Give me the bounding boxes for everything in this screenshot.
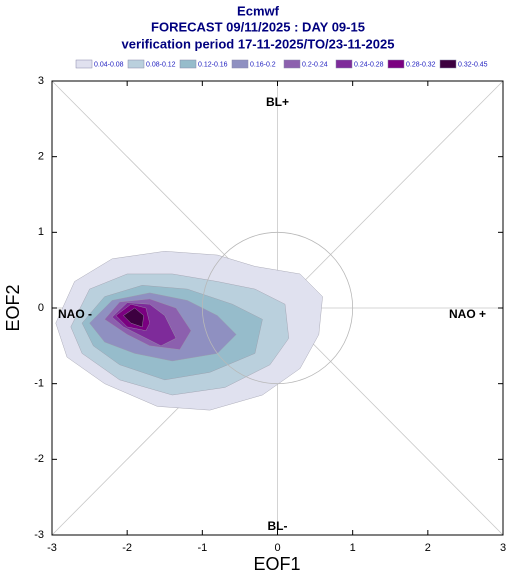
legend-swatch	[75, 59, 93, 69]
legend-label: 0.28-0.32	[406, 61, 436, 68]
legend-swatch	[127, 59, 145, 69]
legend-label: 0.2-0.24	[302, 61, 328, 68]
x-tick-label: -2	[122, 542, 132, 554]
annotation: NAO -	[58, 307, 92, 321]
legend-swatch	[335, 59, 353, 69]
x-tick-label: -1	[197, 542, 207, 554]
x-axis-label: EOF1	[253, 554, 300, 574]
y-tick-label: 0	[38, 302, 44, 314]
x-tick-label: 3	[500, 542, 506, 554]
y-tick-label: -2	[34, 453, 44, 465]
annotation: BL-	[268, 519, 288, 533]
legend-label: 0.32-0.45	[458, 61, 488, 68]
y-tick-label: -3	[34, 529, 44, 541]
annotation: BL+	[266, 95, 289, 109]
x-tick-label: 0	[274, 542, 280, 554]
legend-label: 0.16-0.2	[250, 61, 276, 68]
y-tick-label: -1	[34, 378, 44, 390]
contour-level	[123, 307, 144, 328]
x-tick-label: 1	[350, 542, 356, 554]
chart-subtitle: FORECAST 09/11/2025 : DAY 09-15	[151, 19, 365, 34]
y-tick-label: 2	[38, 151, 44, 163]
legend-swatch	[283, 59, 301, 69]
chart-title: Ecmwf	[237, 3, 280, 18]
y-axis-label: EOF2	[3, 284, 23, 331]
legend-swatch	[179, 59, 197, 69]
unit-circle	[201, 231, 354, 385]
legend-label: 0.24-0.28	[354, 61, 384, 68]
annotation: NAO +	[449, 307, 486, 321]
legend-swatch	[387, 59, 405, 69]
x-tick-label: 2	[425, 542, 431, 554]
x-tick-label: -3	[47, 542, 57, 554]
legend-label: 0.08-0.12	[146, 61, 176, 68]
legend-label: 0.04-0.08	[94, 61, 124, 68]
y-tick-label: 1	[38, 226, 44, 238]
legend-label: 0.12-0.16	[198, 61, 228, 68]
y-tick-label: 3	[38, 75, 44, 87]
legend-swatch	[439, 59, 457, 69]
chart-subtitle: verification period 17-11-2025/TO/23-11-…	[122, 36, 395, 51]
legend-swatch	[231, 59, 249, 69]
